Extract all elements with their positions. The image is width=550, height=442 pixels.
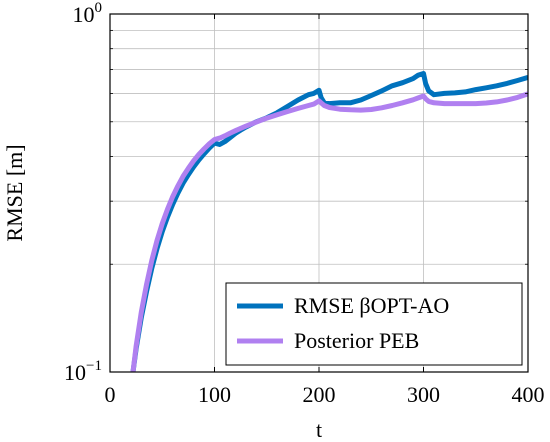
x-tick-label: 300 — [407, 382, 440, 407]
y-tick-exponent: −1 — [86, 358, 102, 374]
y-tick-label: 100 — [73, 0, 103, 27]
x-axis-label: t — [316, 417, 322, 442]
x-tick-label: 0 — [105, 382, 116, 407]
y-tick-base: 10 — [64, 360, 86, 385]
series-layer — [130, 71, 528, 372]
y-tick-exponent: 0 — [95, 0, 103, 16]
legend-label-rmse: RMSE βOPT-AO — [294, 293, 449, 318]
x-tick-label: 200 — [303, 382, 336, 407]
x-tick-label: 400 — [512, 382, 545, 407]
legend-label-peb: Posterior PEB — [294, 328, 419, 353]
y-tick-base: 10 — [73, 2, 95, 27]
x-tick-label: 100 — [198, 382, 231, 407]
series-line-rmse — [130, 71, 528, 372]
legend: RMSE βOPT-AO Posterior PEB — [225, 282, 523, 366]
ticks — [109, 14, 529, 372]
y-tick-label: 10−1 — [64, 358, 102, 385]
y-axis-label: RMSE [m] — [2, 144, 27, 241]
legend-box — [225, 282, 523, 366]
series-line-peb — [130, 91, 528, 372]
